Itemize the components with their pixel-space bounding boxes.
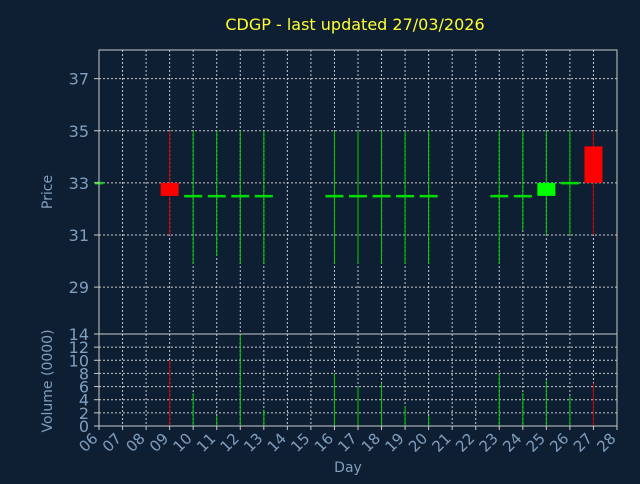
candle-body: [490, 194, 509, 198]
candle-body: [254, 194, 273, 198]
x-tick-label: 28: [593, 430, 619, 456]
candle-body: [349, 194, 367, 198]
candle-body: [560, 181, 579, 185]
x-tick-label: 22: [452, 430, 478, 456]
x-tick-label: 13: [240, 430, 266, 456]
candle-body: [184, 194, 203, 198]
price-y-tick-labels: 29 31 33 35 37: [69, 70, 99, 297]
price-y-tick-label: 37: [69, 70, 89, 89]
volume-y-tick-label: 14: [69, 325, 89, 344]
x-tick-label: 27: [570, 430, 596, 456]
candle-body: [419, 194, 438, 198]
chart-title: CDGP - last updated 27/03/2026: [225, 15, 484, 34]
x-tick-label: 10: [170, 430, 196, 456]
price-axis-label: Price: [40, 175, 56, 209]
candle-body: [160, 182, 179, 196]
volume-y-tick-label: 2: [79, 404, 89, 423]
x-tick-label: 26: [546, 430, 572, 456]
x-tick-label: 07: [99, 430, 125, 456]
x-tick-label: 08: [122, 430, 148, 456]
volume-marks: [169, 334, 594, 426]
x-tick-label: 16: [311, 430, 337, 456]
x-tick-label: 21: [429, 430, 455, 456]
x-tick-label: 19: [381, 430, 407, 456]
x-tick-label: 20: [405, 430, 431, 456]
candle-body: [372, 194, 391, 198]
candle-body: [513, 194, 532, 198]
volume-y-tick-label: 8: [79, 364, 89, 383]
candle-body: [231, 194, 250, 198]
x-axis-label: Day: [334, 460, 362, 476]
price-y-tick-label: 33: [69, 174, 89, 193]
volume-y-tick-label: 4: [79, 391, 89, 410]
x-tick-label: 11: [193, 430, 219, 456]
x-tick-label: 14: [264, 430, 290, 456]
price-y-tick-label: 35: [69, 122, 89, 141]
candle-body: [584, 146, 603, 183]
price-y-tick-label: 29: [69, 278, 89, 297]
x-tick-label: 17: [334, 430, 360, 456]
volume-y-tick-label: 12: [69, 338, 89, 357]
candle-body: [325, 194, 344, 198]
volume-y-tick-label: 6: [79, 378, 89, 397]
volume-y-tick-label: 10: [69, 351, 89, 370]
volume-axis-label: Volume (0000): [40, 329, 56, 432]
candle-body: [537, 182, 556, 196]
x-tick-label: 15: [287, 430, 313, 456]
x-tick-label: 25: [523, 430, 549, 456]
x-tick-label: 23: [476, 430, 502, 456]
x-tick-label: 18: [358, 430, 384, 456]
volume-y-tick-label: 0: [79, 417, 89, 436]
x-tick-label: 12: [217, 430, 243, 456]
x-tick-label: 24: [499, 430, 525, 456]
candle-body: [396, 194, 415, 198]
x-tick-label: 09: [146, 430, 172, 456]
candle-body: [207, 194, 226, 198]
price-marks: [95, 130, 603, 264]
price-y-tick-label: 31: [69, 226, 89, 245]
x-tick-labels: 0607080910111213141516171819202122232425…: [75, 426, 620, 456]
